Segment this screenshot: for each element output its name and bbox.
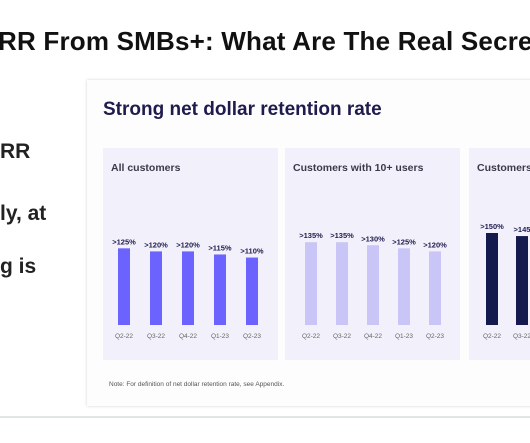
bar-Q3-22 [516, 236, 528, 325]
headline: RR From SMBs+: What Are The Real Secrets [0, 26, 530, 56]
side-text-line-1: RR [0, 140, 31, 163]
bar-Q4-22 [182, 251, 194, 325]
side-text-line-3: g is [0, 255, 37, 278]
data-label-Q3-22: >145 [514, 225, 530, 234]
tick-label-Q3-22: Q3-22 [147, 333, 165, 340]
tick-label-Q1-23: Q1-23 [211, 333, 229, 340]
tick-label-Q2-22: Q2-22 [483, 333, 501, 340]
panel-title-customers-cropped: Customers [477, 162, 530, 174]
bar-Q2-22 [118, 248, 130, 325]
panel-title-all-customers: All customers [111, 162, 181, 174]
tick-label-Q3-22: Q3-22 [513, 333, 530, 340]
tick-label-Q2-23: Q2-23 [243, 333, 261, 340]
tick-label-Q4-22: Q4-22 [179, 333, 197, 340]
slide-image: Strong net dollar retention rate All cus… [87, 80, 530, 406]
data-label-Q2-22: >125% [112, 237, 136, 246]
bar-Q1-23 [214, 254, 226, 325]
data-label-Q2-23: >110% [240, 247, 263, 256]
bar-Q1-23 [398, 248, 410, 325]
chart-panel-customers-10plus: Customers with 10+ users >135% Q2-22 >135%… [285, 148, 460, 360]
bar-chart-all-customers: >125% Q2-22 >120% Q3-22 >120% Q4-22 >115% Q1-23… [112, 237, 264, 340]
slide-title: Strong net dollar retention rate [103, 99, 382, 120]
tick-label-Q2-23: Q2-23 [426, 333, 444, 340]
data-label-Q4-22: >120% [176, 240, 200, 249]
data-label-Q2-23: >120% [423, 240, 447, 249]
bar-chart-customers-10plus: >135% Q2-22 >135% Q3-22 >130% Q4-22 >125% Q1-23… [299, 231, 447, 340]
bar-Q2-22 [305, 242, 317, 325]
bar-Q2-22 [486, 233, 498, 325]
side-text-line-2: ly, at [0, 202, 47, 225]
data-label-Q2-22: >135% [299, 231, 323, 240]
slide-footnote: Note: For definition of net dollar reten… [109, 381, 285, 388]
chart-panel-all-customers: All customers >125% Q2-22 >120% Q3-22 >120% Q… [103, 148, 278, 360]
tick-label-Q2-22: Q2-22 [115, 333, 133, 340]
data-label-Q3-22: >120% [144, 240, 168, 249]
bar-Q3-22 [336, 242, 348, 325]
divider [0, 416, 530, 418]
bar-chart-customers-cropped: >150% Q2-22 >145 Q3-22 [480, 222, 530, 340]
tick-label-Q4-22: Q4-22 [364, 333, 382, 340]
bar-Q4-22 [367, 245, 379, 325]
data-label-Q3-22: >135% [330, 231, 354, 240]
tick-label-Q3-22: Q3-22 [333, 333, 351, 340]
data-label-Q1-23: >115% [208, 243, 231, 252]
tick-label-Q1-23: Q1-23 [395, 333, 413, 340]
data-label-Q4-22: >130% [361, 234, 385, 243]
data-label-Q1-23: >125% [392, 237, 416, 246]
panel-title-customers-10plus: Customers with 10+ users [293, 162, 424, 174]
data-label-Q2-22: >150% [480, 222, 504, 231]
bar-Q3-22 [150, 251, 162, 325]
tick-label-Q2-22: Q2-22 [302, 333, 320, 340]
bar-Q2-23 [246, 257, 258, 325]
chart-panel-customers-cropped: Customers >150% Q2-22 >145 Q3-22 [469, 148, 530, 360]
bar-Q2-23 [429, 251, 441, 325]
